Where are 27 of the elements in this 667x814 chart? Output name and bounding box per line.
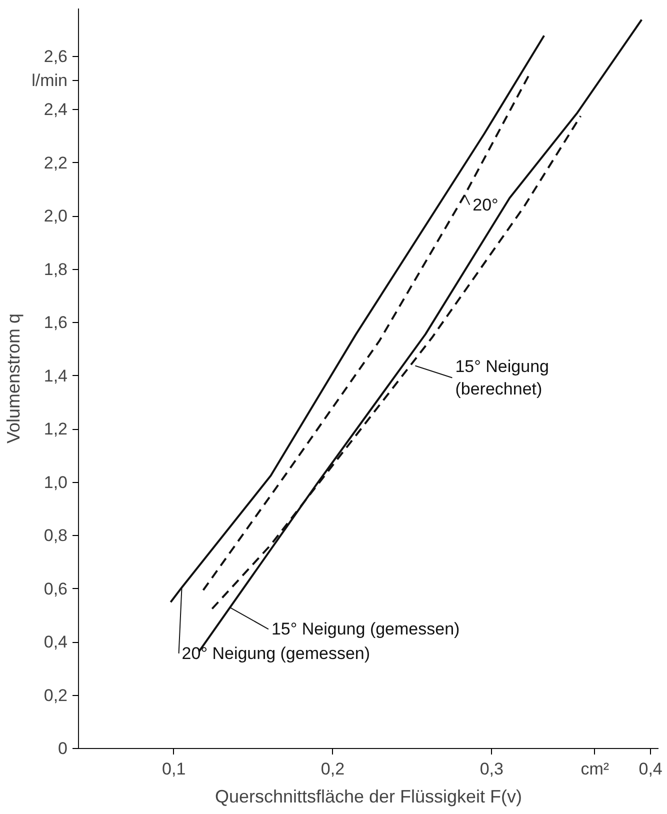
annotation: 15° Neigung (berechnet) [455,356,549,399]
annotation: 20° Neigung (gemessen) [182,644,370,663]
y-tick-label: 2,6 [44,46,68,66]
x-tick-label: 0,3 [480,760,504,778]
y-tick-label: 2,2 [44,153,68,172]
x-tick-label: 0,1 [162,760,186,778]
y-tick-label: 2,0 [44,206,68,226]
y-axis-title: Volumenstrom q [4,313,24,444]
x-tick-label: 0,4 [638,760,662,778]
annotation: 15° Neigung (gemessen) [271,620,460,639]
y-tick-label: 0,4 [44,632,68,652]
y-tick-label: 1,2 [44,420,68,439]
y-tick-label: 1,4 [44,366,68,386]
line-series [211,115,582,610]
text: l/min [32,70,68,90]
y-tick-label: 1,8 [44,260,68,279]
text: cm² [580,760,610,778]
y-tick-label: 0 [58,739,68,758]
y-tick-label: 1,0 [44,472,68,492]
y-tick-label: 0,2 [44,686,68,705]
y-tick-label: 2,4 [44,100,68,120]
y-tick-label: 0,6 [44,579,68,598]
x-axis-title: Querschnittsfläche der Flüssigkeit F(v) [214,786,522,806]
y-tick-label: 0,8 [44,526,68,546]
x-tick-label: 0,2 [320,760,345,778]
y-tick-label: 1,6 [44,313,68,332]
annotation: 20° [472,195,498,214]
